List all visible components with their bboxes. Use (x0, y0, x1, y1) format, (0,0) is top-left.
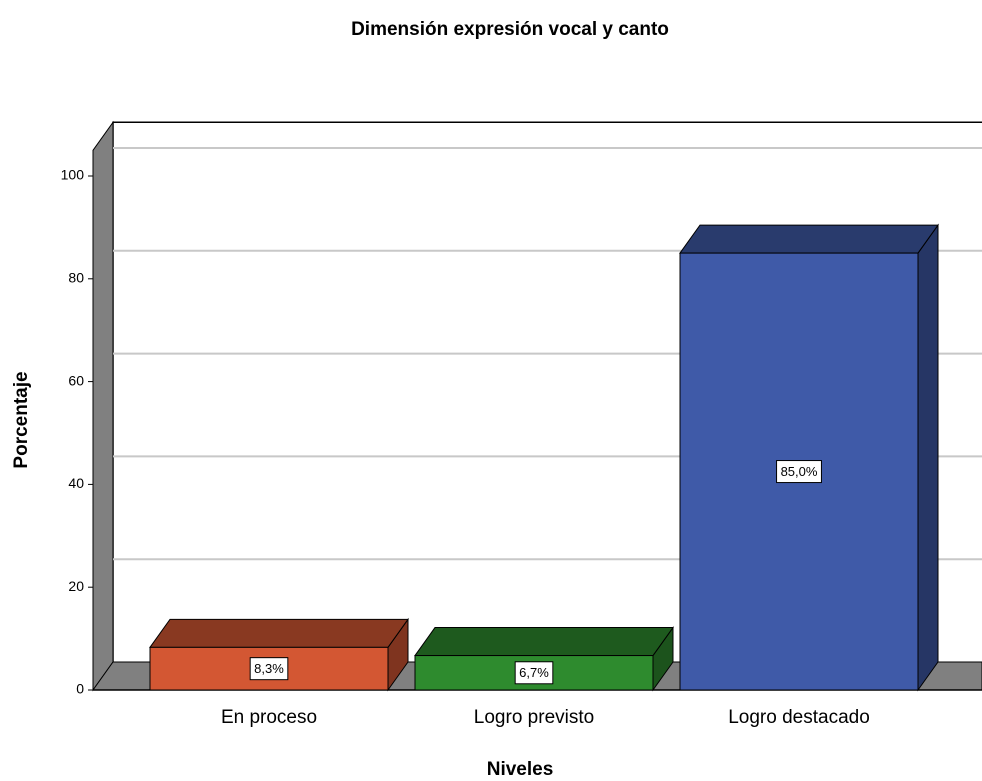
value-label: 6,7% (519, 665, 549, 680)
bar-top (149, 618, 409, 648)
y-tick-label: 100 (61, 167, 85, 183)
y-tick-label: 80 (68, 270, 84, 286)
bar-top (679, 224, 939, 254)
y-tick-label: 60 (68, 372, 84, 388)
bar-side (917, 223, 939, 692)
bar (679, 223, 939, 692)
y-tick-label: 0 (76, 681, 84, 697)
x-axis-title: Niveles (487, 759, 554, 780)
left-wall (92, 120, 114, 692)
x-tick-label: En proceso (221, 707, 317, 728)
x-tick-label: Logro destacado (728, 707, 870, 728)
value-label: 85,0% (781, 464, 818, 479)
chart-title: Dimensión expresión vocal y canto (351, 19, 669, 40)
bar-top (414, 627, 674, 657)
y-tick-label: 40 (68, 475, 84, 491)
value-label-box (514, 661, 554, 685)
value-label: 8,3% (254, 661, 284, 676)
y-tick-label: 20 (68, 578, 84, 594)
value-label-box (776, 460, 822, 484)
y-axis-title: Porcentaje (11, 371, 32, 468)
value-label-box (249, 657, 289, 681)
x-tick-label: Logro previsto (474, 707, 594, 728)
